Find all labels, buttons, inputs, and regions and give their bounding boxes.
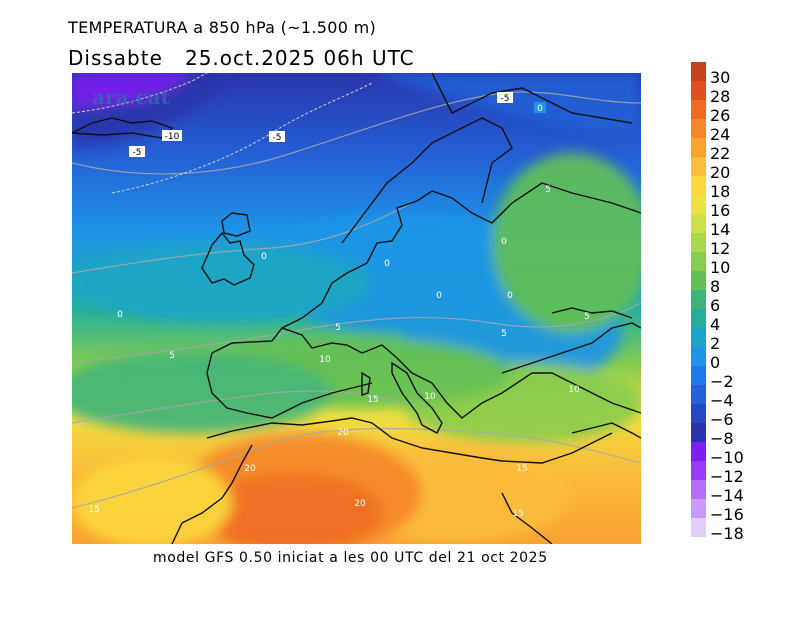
contour-label: 0 (117, 310, 123, 320)
legend-swatch (691, 138, 706, 157)
color-legend (691, 62, 706, 537)
contour-label: 10 (319, 355, 331, 365)
contour-label: -5 (133, 148, 142, 158)
temperature-map-svg: -5 0 -10 -5 -5 5 0 0 0 0 0 5 5 0 5 10 5 … (72, 73, 641, 544)
legend-label: 14 (710, 220, 731, 239)
model-footer: model GFS 0.50 iniciat a les 00 UTC del … (153, 550, 548, 566)
contour-label: -5 (501, 94, 510, 104)
legend-swatch (691, 271, 706, 290)
legend-label: 2 (710, 334, 721, 353)
legend-swatch (691, 423, 706, 442)
legend-swatch (691, 366, 706, 385)
legend-swatch (691, 347, 706, 366)
contour-label: 0 (537, 104, 543, 114)
legend-label: −2 (710, 372, 734, 391)
legend-label: −6 (710, 410, 734, 429)
legend-label: −10 (710, 448, 744, 467)
legend-swatch (691, 100, 706, 119)
contour-label: 5 (169, 351, 175, 361)
contour-label: -10 (165, 132, 180, 142)
legend-label: 22 (710, 144, 731, 163)
contour-label: 5 (501, 329, 507, 339)
legend-label: 12 (710, 239, 731, 258)
legend-swatch (691, 214, 706, 233)
contour-label: 0 (384, 259, 390, 269)
contour-label: 15 (512, 509, 523, 519)
contour-label: 10 (568, 385, 580, 395)
contour-label: 0 (507, 291, 513, 301)
contour-labels: -5 0 -10 -5 -5 5 0 0 0 0 0 5 5 0 5 10 5 … (88, 92, 590, 519)
legend-label: 16 (710, 201, 731, 220)
contour-label: 15 (88, 505, 99, 515)
temperature-map: -5 0 -10 -5 -5 5 0 0 0 0 0 5 5 0 5 10 5 … (72, 73, 641, 544)
legend-label: 24 (710, 125, 731, 144)
legend-label: 18 (710, 182, 731, 201)
legend-label: 30 (710, 68, 731, 87)
contour-label: 15 (367, 395, 378, 405)
legend-swatch (691, 385, 706, 404)
legend-swatch (691, 404, 706, 423)
map-title: TEMPERATURA a 850 hPa (~1.500 m) (68, 18, 377, 37)
contour-label: 5 (335, 323, 341, 333)
legend-label: −18 (710, 524, 744, 543)
legend-swatch (691, 176, 706, 195)
legend-swatch (691, 195, 706, 214)
contour-label: 20 (244, 464, 256, 474)
contour-label: -5 (273, 133, 282, 143)
legend-swatch (691, 233, 706, 252)
contour-label: 10 (424, 392, 436, 402)
legend-swatch (691, 62, 706, 81)
legend-swatch (691, 290, 706, 309)
legend-label: −14 (710, 486, 744, 505)
contour-label: 0 (501, 237, 507, 247)
contour-label: 0 (436, 291, 442, 301)
legend-swatch (691, 309, 706, 328)
legend-label: −12 (710, 467, 744, 486)
legend-label: 20 (710, 163, 731, 182)
contour-label: 5 (545, 185, 551, 195)
legend-swatch (691, 518, 706, 537)
contour-label: 5 (584, 312, 590, 322)
legend-swatch (691, 252, 706, 271)
contour-label: 15 (516, 464, 527, 474)
legend-label: 6 (710, 296, 721, 315)
legend-swatch (691, 461, 706, 480)
legend-swatch (691, 499, 706, 518)
map-subtitle-date: Dissabte 25.oct.2025 06h UTC (68, 46, 415, 70)
contour-label: 0 (261, 252, 267, 262)
legend-swatch (691, 328, 706, 347)
legend-label: 0 (710, 353, 721, 372)
legend-label: 4 (710, 315, 721, 334)
watermark-logo: ara.cat (92, 85, 170, 109)
legend-label: 8 (710, 277, 721, 296)
legend-swatch (691, 442, 706, 461)
legend-swatch (691, 81, 706, 100)
legend-label: −4 (710, 391, 734, 410)
legend-swatch (691, 157, 706, 176)
legend-label: 10 (710, 258, 731, 277)
contour-label: 20 (354, 499, 366, 509)
legend-label: 28 (710, 87, 731, 106)
legend-swatch (691, 480, 706, 499)
legend-swatch (691, 119, 706, 138)
legend-label: −8 (710, 429, 734, 448)
legend-label: −16 (710, 505, 744, 524)
contour-label: 20 (337, 428, 349, 438)
legend-label: 26 (710, 106, 731, 125)
